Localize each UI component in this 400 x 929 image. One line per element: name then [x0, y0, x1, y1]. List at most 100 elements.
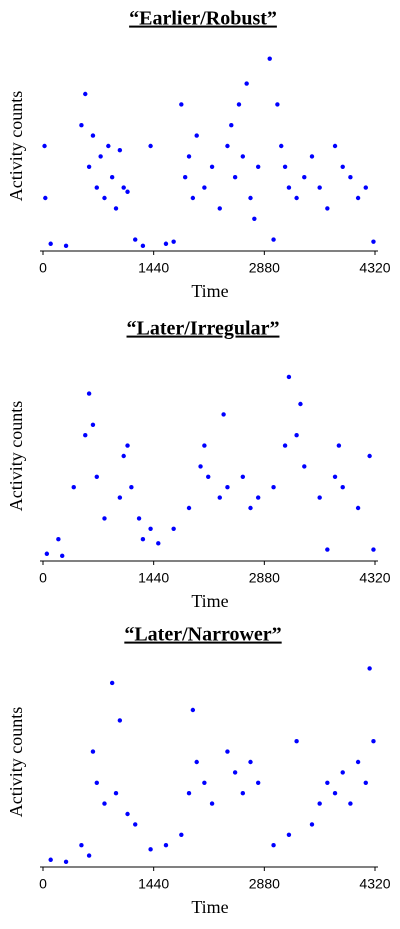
point [340, 164, 345, 169]
point [43, 195, 48, 201]
point [133, 822, 138, 827]
point [217, 495, 222, 500]
x-tick-label: 1440 [138, 260, 169, 276]
point [56, 537, 61, 542]
panel-title: “Later/Irregular” [127, 318, 280, 340]
point [79, 123, 84, 128]
point [367, 453, 372, 459]
point [182, 175, 188, 180]
panel-title: “Later/Narrower” [124, 624, 281, 646]
point [60, 553, 65, 559]
x-tick-label: 2880 [249, 570, 280, 586]
point [98, 154, 103, 159]
point [225, 749, 230, 754]
point [117, 718, 123, 723]
point [186, 505, 192, 511]
point [121, 185, 126, 190]
point [156, 541, 161, 546]
point [275, 102, 280, 107]
point [179, 832, 184, 837]
x-axis-label: Time [191, 591, 228, 611]
point [83, 91, 88, 97]
point [117, 147, 123, 153]
point [194, 133, 199, 138]
point [232, 175, 238, 180]
point [248, 195, 253, 201]
point [90, 749, 96, 754]
point [190, 707, 196, 713]
point [340, 485, 345, 490]
point [255, 780, 261, 785]
point [267, 56, 272, 61]
point [42, 143, 47, 149]
point [198, 464, 203, 469]
x-tick-label: 4320 [359, 570, 390, 586]
point [209, 801, 215, 806]
point [171, 239, 176, 244]
point [355, 505, 361, 511]
point [309, 822, 315, 827]
point [336, 443, 342, 448]
point [225, 143, 230, 149]
point [348, 801, 353, 806]
point [163, 241, 169, 246]
point [148, 143, 153, 149]
x-tick-label: 1440 [138, 876, 169, 892]
point [140, 243, 146, 249]
point [102, 801, 107, 806]
point [113, 791, 119, 796]
x-tick-label: 0 [39, 260, 47, 276]
point [94, 780, 99, 785]
point [90, 422, 96, 427]
point [298, 401, 303, 407]
point [236, 102, 242, 107]
point [202, 185, 207, 190]
y-axis-label: Activity counts [6, 401, 26, 512]
point [206, 474, 211, 479]
point [363, 780, 368, 785]
point [129, 485, 134, 490]
point [332, 791, 338, 796]
point [332, 143, 338, 149]
point [286, 374, 292, 380]
point [371, 739, 376, 744]
point [121, 453, 126, 459]
panel-title: “Earlier/Robust” [129, 8, 277, 30]
point [282, 443, 288, 448]
point [94, 474, 99, 479]
point [294, 195, 299, 201]
point [355, 195, 361, 201]
point [86, 164, 92, 169]
x-tick-label: 2880 [249, 260, 280, 276]
point [125, 189, 130, 194]
point [317, 185, 322, 190]
point [286, 832, 292, 837]
x-tick-label: 1440 [138, 570, 169, 586]
point [186, 154, 192, 159]
point [332, 474, 338, 479]
point [317, 801, 322, 806]
point [171, 526, 176, 531]
point [371, 239, 376, 244]
y-axis-label: Activity counts [6, 91, 26, 202]
point [90, 133, 96, 138]
point [102, 195, 107, 201]
y-axis-label: Activity counts [6, 707, 26, 818]
point [363, 185, 368, 190]
point [209, 164, 215, 169]
point [271, 237, 276, 242]
point [106, 143, 111, 149]
point [79, 843, 84, 848]
point [367, 666, 372, 671]
point [271, 485, 276, 490]
point [63, 243, 69, 249]
point [340, 770, 345, 775]
point [302, 175, 307, 180]
point [148, 847, 153, 852]
point [244, 81, 249, 86]
point [302, 464, 307, 469]
point [279, 143, 284, 149]
point [86, 391, 92, 396]
point [48, 241, 53, 246]
